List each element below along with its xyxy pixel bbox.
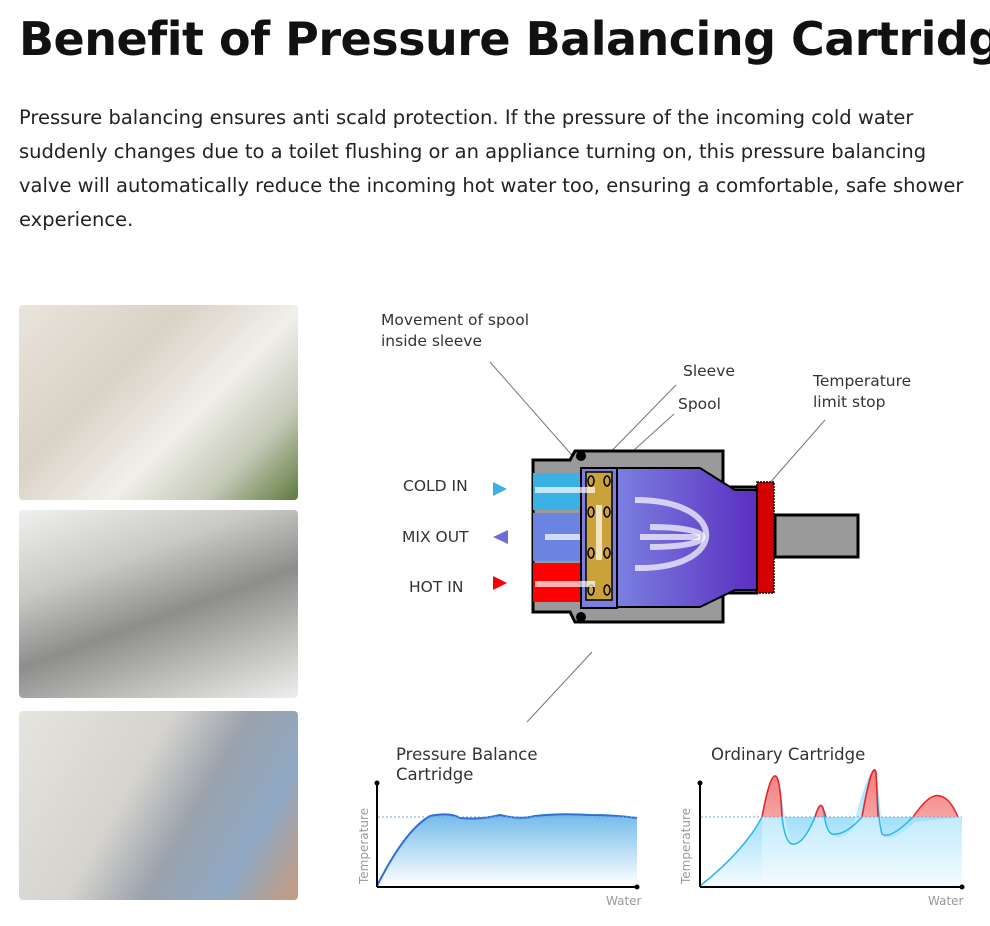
ordinary-cartridge-chart — [697, 769, 965, 890]
right-chart-ylabel: Temperature — [679, 807, 693, 884]
limit-label-line1: Temperature — [813, 372, 912, 390]
stem — [773, 513, 860, 559]
mix-out-label: MIX OUT — [402, 528, 469, 546]
hot-in-label: HOT IN — [409, 578, 464, 596]
left-chart-xlabel: Water — [606, 894, 642, 908]
pressure-balance-line — [376, 813, 638, 887]
movement-label: Movement of spool inside sleeve — [381, 310, 529, 352]
flow-arrows — [535, 487, 710, 587]
cold-in-label: COLD IN — [403, 477, 468, 495]
left-chart-ylabel: Temperature — [357, 807, 371, 884]
temperature-limit-label: Temperature limit stop — [813, 371, 911, 413]
right-chart-xlabel: Water — [928, 894, 964, 908]
ordinary-area-lower — [762, 770, 962, 886]
cold-in-arrow-icon — [493, 482, 507, 496]
spool-holes — [587, 475, 611, 596]
limit-label-line2: limit stop — [813, 393, 886, 411]
left-chart-title-line2: Cartridge — [396, 765, 474, 784]
pressure-balance-area — [377, 814, 637, 886]
mix-out-arrow-icon — [493, 530, 508, 544]
left-chart-title: Pressure Balance Cartridge — [396, 745, 538, 785]
movement-label-line1: Movement of spool — [381, 311, 530, 329]
kitchen-sink-photo — [19, 510, 298, 698]
sleeve-label: Sleeve — [683, 362, 735, 380]
intro-paragraph: Pressure balancing ensures anti scald pr… — [19, 106, 964, 231]
hand-washing-photo — [19, 305, 298, 500]
hot-in-arrow-icon — [493, 576, 507, 590]
spool-label: Spool — [678, 395, 721, 413]
temperature-limit-stop — [756, 481, 775, 594]
left-chart-title-line1: Pressure Balance — [396, 745, 538, 764]
right-chart-title: Ordinary Cartridge — [711, 745, 866, 764]
movement-label-line2: inside sleeve — [381, 332, 482, 350]
washing-machine-photo — [19, 711, 298, 900]
page-title: Benefit of Pressure Balancing Cartridge — [19, 12, 990, 66]
pressure-balance-chart — [374, 780, 640, 890]
